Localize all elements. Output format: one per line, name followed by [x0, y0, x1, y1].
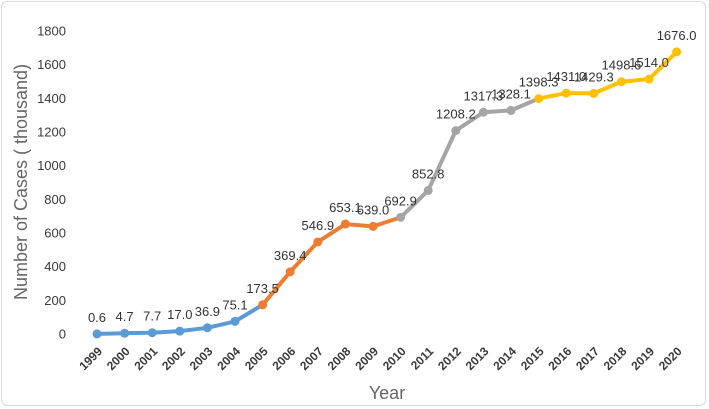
data-label: 1398.3: [519, 75, 559, 90]
data-point: [368, 221, 378, 231]
x-tick-label: 2002: [159, 344, 188, 373]
data-point: [120, 328, 130, 338]
series-line-segment: [536, 49, 679, 101]
data-label: 1317.3: [464, 88, 504, 103]
data-point: [644, 74, 654, 84]
data-label: 4.7: [116, 309, 134, 324]
x-axis-title: Year: [369, 383, 405, 403]
data-label: 1431.0: [546, 69, 586, 84]
data-point: [423, 185, 433, 195]
x-tick-label: 2020: [656, 344, 685, 373]
x-tick-label: 2014: [490, 344, 519, 373]
x-tick-label: 2012: [435, 344, 464, 373]
data-point: [589, 88, 599, 98]
series-points: [92, 47, 682, 339]
x-tick-label: 2006: [270, 344, 299, 373]
data-label: 173.5: [246, 281, 279, 296]
data-label: 1429.3: [574, 69, 614, 84]
x-tick-label: 2017: [573, 344, 602, 373]
y-axis-title: Number of Cases ( thousand): [11, 64, 31, 300]
x-tick-label: 2013: [463, 344, 492, 373]
data-label: 1514.0: [629, 55, 669, 70]
x-tick-label: 2004: [214, 344, 243, 373]
y-tick-label: 400: [44, 259, 66, 274]
data-label: 1676.0: [657, 28, 697, 43]
x-axis-ticks: 1999200020012002200320042005200620072008…: [76, 344, 685, 373]
x-tick-label: 2011: [408, 344, 437, 373]
data-point: [672, 47, 682, 57]
data-label: 852.8: [412, 166, 445, 181]
y-tick-label: 1600: [37, 57, 66, 72]
data-point: [561, 88, 571, 98]
x-tick-label: 1999: [76, 344, 105, 373]
data-label: 369.4: [274, 248, 307, 263]
data-point: [147, 328, 157, 338]
data-label: 546.9: [302, 218, 335, 233]
x-tick-label: 2005: [242, 344, 271, 373]
data-point: [451, 126, 461, 136]
data-point: [396, 212, 406, 222]
series-line-segment: [260, 215, 403, 307]
y-tick-label: 1000: [37, 158, 66, 173]
data-label: 1208.2: [436, 107, 476, 122]
data-point: [534, 94, 544, 104]
data-label: 0.6: [88, 310, 106, 325]
y-tick-label: 1200: [37, 125, 66, 140]
x-tick-label: 2007: [297, 344, 326, 373]
y-tick-label: 1400: [37, 91, 66, 106]
data-point: [506, 105, 516, 115]
data-label: 1328.1: [491, 86, 531, 101]
data-point: [258, 300, 268, 310]
data-label: 639.0: [357, 202, 390, 217]
data-point: [313, 237, 323, 247]
y-tick-label: 200: [44, 293, 66, 308]
x-tick-label: 2000: [104, 344, 133, 373]
data-label: 7.7: [143, 309, 161, 324]
x-tick-label: 2018: [601, 344, 630, 373]
x-tick-label: 2008: [325, 344, 354, 373]
y-tick-label: 600: [44, 226, 66, 241]
x-tick-label: 2016: [546, 344, 575, 373]
x-tick-label: 2015: [518, 344, 547, 373]
data-label: 75.1: [222, 297, 247, 312]
x-tick-label: 2001: [132, 344, 161, 373]
data-point: [478, 107, 488, 117]
data-label: 692.9: [384, 193, 417, 208]
series-line-segment: [398, 96, 541, 220]
data-point: [285, 267, 295, 277]
x-tick-label: 2019: [628, 344, 657, 373]
y-tick-label: 800: [44, 192, 66, 207]
x-tick-label: 2009: [352, 344, 381, 373]
data-label: 1498.6: [602, 58, 642, 73]
data-point: [202, 323, 212, 333]
data-point: [340, 219, 350, 229]
y-axis-ticks: 0 200 400 600 800 1000 1200 1400 1600 1800: [37, 24, 66, 342]
data-label: 17.0: [167, 307, 192, 322]
y-tick-label: 1800: [37, 24, 66, 39]
x-tick-label: 2010: [380, 344, 409, 373]
data-point: [616, 77, 626, 87]
y-tick-label: 0: [59, 327, 66, 342]
data-point: [92, 329, 102, 339]
data-label: 36.9: [195, 304, 220, 319]
data-point: [175, 326, 185, 336]
data-point: [230, 316, 240, 326]
x-tick-label: 2003: [187, 344, 216, 373]
data-label: 653.1: [329, 200, 362, 215]
